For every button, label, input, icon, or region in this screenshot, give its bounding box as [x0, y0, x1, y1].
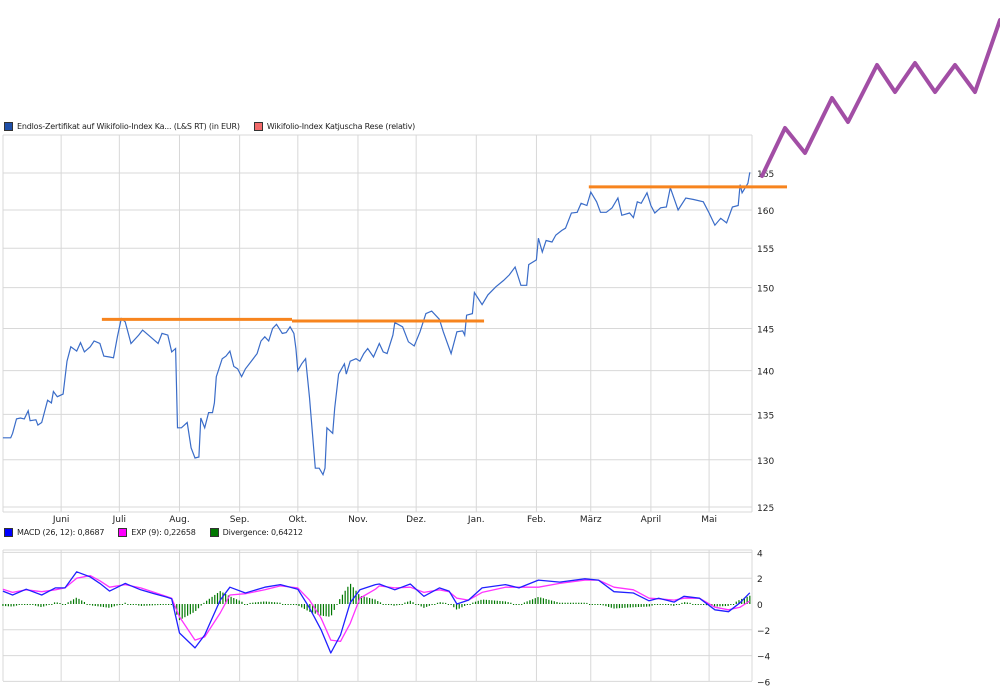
exp-signal-line: [2, 574, 751, 643]
hand-drawn-zigzag-arrow: [760, 18, 1000, 178]
price-y-tick-label: 155: [757, 245, 774, 255]
x-tick-label-month: April: [641, 515, 662, 525]
legend-item-index: Wikifolio-Index Katjuscha Rese (relativ): [253, 122, 416, 131]
legend-item-divergence: Divergence: 0,64212: [209, 528, 303, 537]
price-plot: [2, 172, 787, 477]
price-grid: [2, 134, 753, 513]
price-y-tick-label: 160: [757, 207, 774, 217]
macd-y-tick-label: −6: [757, 678, 771, 688]
macd-y-tick-label: −4: [757, 653, 771, 663]
price-series-line: [2, 172, 751, 477]
price-y-tick-label: 145: [757, 325, 774, 335]
axis-labels: 125 130 135 140 145 150 155 160 165 Juni Juli Aug. S…: [52, 170, 775, 688]
macd-line: [2, 571, 751, 654]
price-legend: Endlos-Zertifikat auf Wikifolio-Index Ka…: [4, 122, 429, 131]
price-y-tick-label: 125: [757, 504, 774, 514]
legend-item-exp: EXP (9): 0,22658: [118, 528, 196, 537]
legend-swatch: [253, 122, 263, 131]
x-tick-label-month: Okt.: [288, 515, 307, 525]
legend-label: Divergence: 0,64212: [222, 528, 303, 537]
macd-y-tick-label: 4: [757, 549, 763, 559]
price-y-tick-label: 130: [757, 457, 774, 467]
legend-swatch: [209, 528, 219, 537]
legend-swatch: [4, 528, 13, 537]
x-tick-label-month: Aug.: [169, 515, 189, 525]
price-y-tick-label: 140: [757, 368, 774, 378]
macd-grid: [2, 549, 753, 682]
price-y-tick-label: 165: [757, 170, 774, 180]
macd-legend: MACD (26, 12): 0,8687 EXP (9): 0,22658 D…: [4, 528, 317, 537]
legend-label: Wikifolio-Index Katjuscha Rese (relativ): [266, 122, 416, 131]
price-y-tick-label: 150: [757, 285, 774, 295]
x-tick-label-month: Nov.: [348, 515, 368, 525]
x-tick-label-month: Juni: [52, 515, 70, 525]
x-tick-label-month: Feb.: [527, 515, 546, 525]
x-tick-label-month: Juli: [112, 515, 126, 525]
x-tick-label-month: März: [580, 515, 602, 525]
legend-swatch: [118, 528, 128, 537]
legend-label: MACD (26, 12): 0,8687: [17, 528, 105, 537]
x-tick-label-month: Dez.: [406, 515, 426, 525]
legend-item-macd: MACD (26, 12): 0,8687: [4, 528, 104, 537]
x-tick-label-month: Jan.: [467, 515, 485, 525]
macd-plot: [2, 571, 751, 654]
x-tick-label-month: Mai: [701, 515, 717, 525]
price-y-tick-label: 135: [757, 411, 774, 421]
legend-label: EXP (9): 0,22658: [131, 528, 196, 537]
macd-y-tick-label: 2: [757, 575, 763, 585]
macd-y-tick-label: −2: [757, 627, 770, 637]
legend-swatch: [4, 122, 13, 131]
legend-item-certificate: Endlos-Zertifikat auf Wikifolio-Index Ka…: [4, 122, 240, 131]
x-tick-label-month: Sep.: [230, 515, 250, 525]
macd-y-tick-label: 0: [757, 601, 763, 611]
legend-label: Endlos-Zertifikat auf Wikifolio-Index Ka…: [17, 122, 240, 131]
